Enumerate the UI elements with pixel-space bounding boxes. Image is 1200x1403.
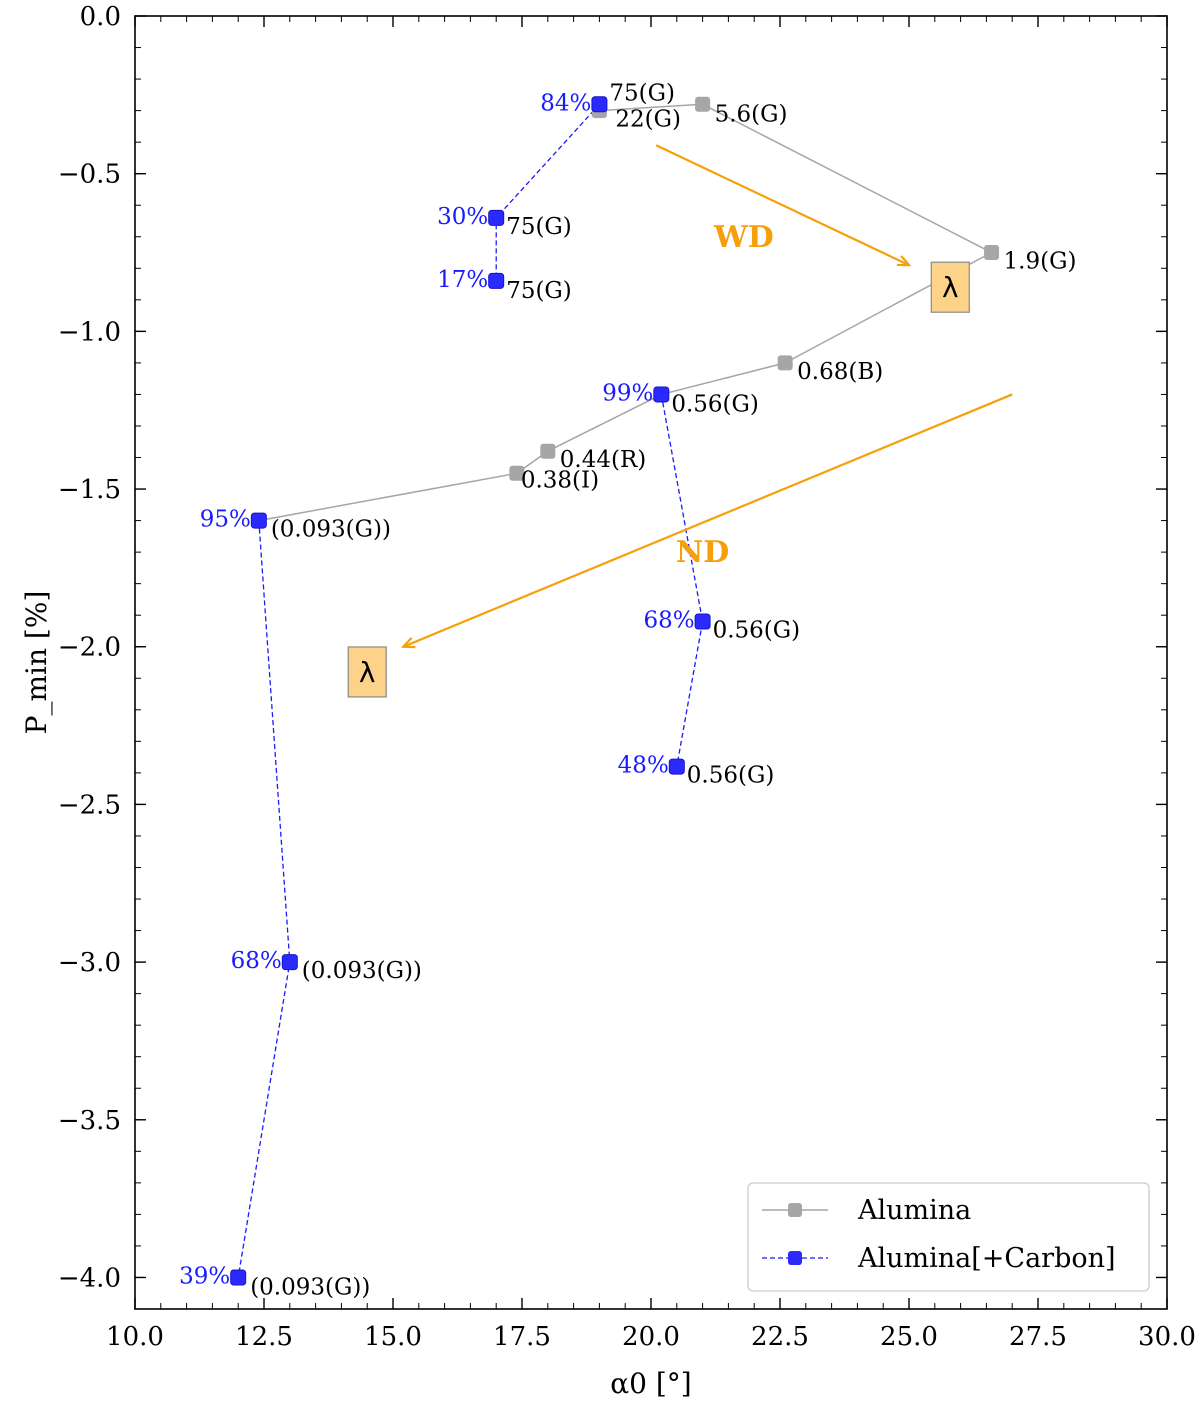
- annotation-label-nd: ND: [676, 535, 729, 570]
- alumina-point: [540, 443, 556, 459]
- legend-box: [747, 1182, 1150, 1292]
- alumina-carbon-point: [591, 96, 608, 113]
- y-tick-label: −2.5: [58, 790, 121, 820]
- alumina-carbon-point: [230, 1269, 247, 1286]
- alumina-carbon-point-label: 0.56(G): [687, 763, 775, 789]
- x-tick-label: 12.5: [235, 1322, 293, 1352]
- alumina-point: [509, 465, 525, 481]
- alumina-carbon-point-label: 75(G): [506, 278, 572, 304]
- series-points-layer: [230, 96, 1000, 1286]
- percentage-label: 68%: [643, 608, 694, 634]
- percentage-label: 17%: [437, 267, 488, 293]
- lambda-symbol: λ: [359, 656, 376, 689]
- annotations-layer: WD ND λ λ: [347, 144, 1013, 698]
- y-tick-label: −0.5: [58, 160, 121, 190]
- legend-carbon-marker: [788, 1251, 802, 1265]
- percentage-label: 39%: [179, 1263, 230, 1289]
- x-tick-label: 22.5: [751, 1322, 809, 1352]
- alumina-carbon-point-label: 75(G): [506, 214, 572, 240]
- point-labels-layer: 0.38(I)0.44(R)0.68(B)1.9(G)5.6(G)22(G)75…: [179, 80, 1076, 1300]
- x-tick-label: 17.5: [493, 1322, 551, 1352]
- alumina-point: [984, 245, 1000, 261]
- lambda-symbol: λ: [942, 271, 959, 304]
- lambda-box: [347, 646, 387, 698]
- y-axis-label: P_min [%]: [20, 591, 53, 735]
- alumina-carbon-point-label: 0.56(G): [671, 391, 759, 417]
- plot-frame: [134, 15, 1168, 1310]
- y-tick-label: −3.5: [58, 1106, 121, 1136]
- alumina-point: [777, 355, 793, 371]
- alumina-carbon-point: [668, 758, 685, 775]
- alumina-carbon-series-line-2: [660, 394, 704, 767]
- alumina-carbon-point: [653, 386, 670, 403]
- alumina-point-label: 5.6(G): [715, 101, 788, 127]
- alumina-carbon-point: [694, 613, 711, 630]
- annotation-arrow-nd: [403, 393, 1013, 646]
- axes-layer: 10.0 12.5 15.0 17.5 20.0 22.5 25.0 27.5 30.0 0.0 −…: [20, 2, 1196, 1400]
- alumina-carbon-point: [281, 954, 298, 971]
- legend-carbon-label: Alumina[+Carbon]: [857, 1243, 1116, 1274]
- alumina-point-label: 0.38(I): [521, 467, 599, 493]
- x-tick-label: 25.0: [880, 1322, 938, 1352]
- x-tick-label: 15.0: [364, 1322, 422, 1352]
- y-tick-label: 0.0: [80, 2, 121, 32]
- alumina-point-label: 1.9(G): [1004, 249, 1077, 275]
- alumina-point-label: 0.44(R): [560, 447, 646, 473]
- alumina-carbon-series-line-3: [237, 520, 291, 1278]
- percentage-label: 99%: [602, 380, 653, 406]
- legend-alumina-label: Alumina: [857, 1195, 971, 1226]
- x-tick-label: 10.0: [106, 1322, 164, 1352]
- percentage-label: 95%: [200, 507, 251, 533]
- alumina-point-label: 22(G): [615, 107, 681, 133]
- alumina-point-label: 0.68(B): [797, 359, 883, 385]
- percentage-label: 30%: [437, 204, 488, 230]
- y-tick-label: −2.0: [58, 633, 121, 663]
- x-tick-label: 20.0: [622, 1322, 680, 1352]
- lambda-box: [930, 261, 970, 313]
- legend-alumina-marker: [788, 1203, 802, 1217]
- alumina-carbon-point: [488, 209, 505, 226]
- y-tick-label: −3.0: [58, 948, 121, 978]
- annotation-arrow-wd: [655, 144, 909, 265]
- y-tick-label: −4.0: [58, 1263, 121, 1293]
- x-axis-label: α0 [°]: [610, 1367, 691, 1400]
- alumina-carbon-point-label: 75(G): [609, 80, 675, 106]
- alumina-carbon-point-label: (0.093(G)): [271, 517, 391, 543]
- percentage-label: 48%: [618, 753, 669, 779]
- alumina-carbon-point: [488, 272, 505, 289]
- alumina-carbon-point-label: (0.093(G)): [302, 958, 422, 984]
- alumina-carbon-point-label: 0.56(G): [713, 618, 801, 644]
- y-tick-label: −1.0: [58, 317, 121, 347]
- alumina-carbon-series-line-1: [495, 103, 600, 281]
- percentage-label: 84%: [540, 90, 591, 116]
- legend: Alumina Alumina[+Carbon]: [747, 1182, 1150, 1292]
- x-tick-label: 30.0: [1138, 1322, 1196, 1352]
- alumina-carbon-point-label: (0.093(G)): [250, 1274, 370, 1300]
- annotation-label-wd: WD: [713, 220, 774, 255]
- alumina-carbon-point: [250, 512, 267, 529]
- y-tick-label: −1.5: [58, 475, 121, 505]
- percentage-label: 68%: [231, 948, 282, 974]
- x-tick-label: 27.5: [1009, 1322, 1067, 1352]
- alumina-point: [695, 96, 711, 112]
